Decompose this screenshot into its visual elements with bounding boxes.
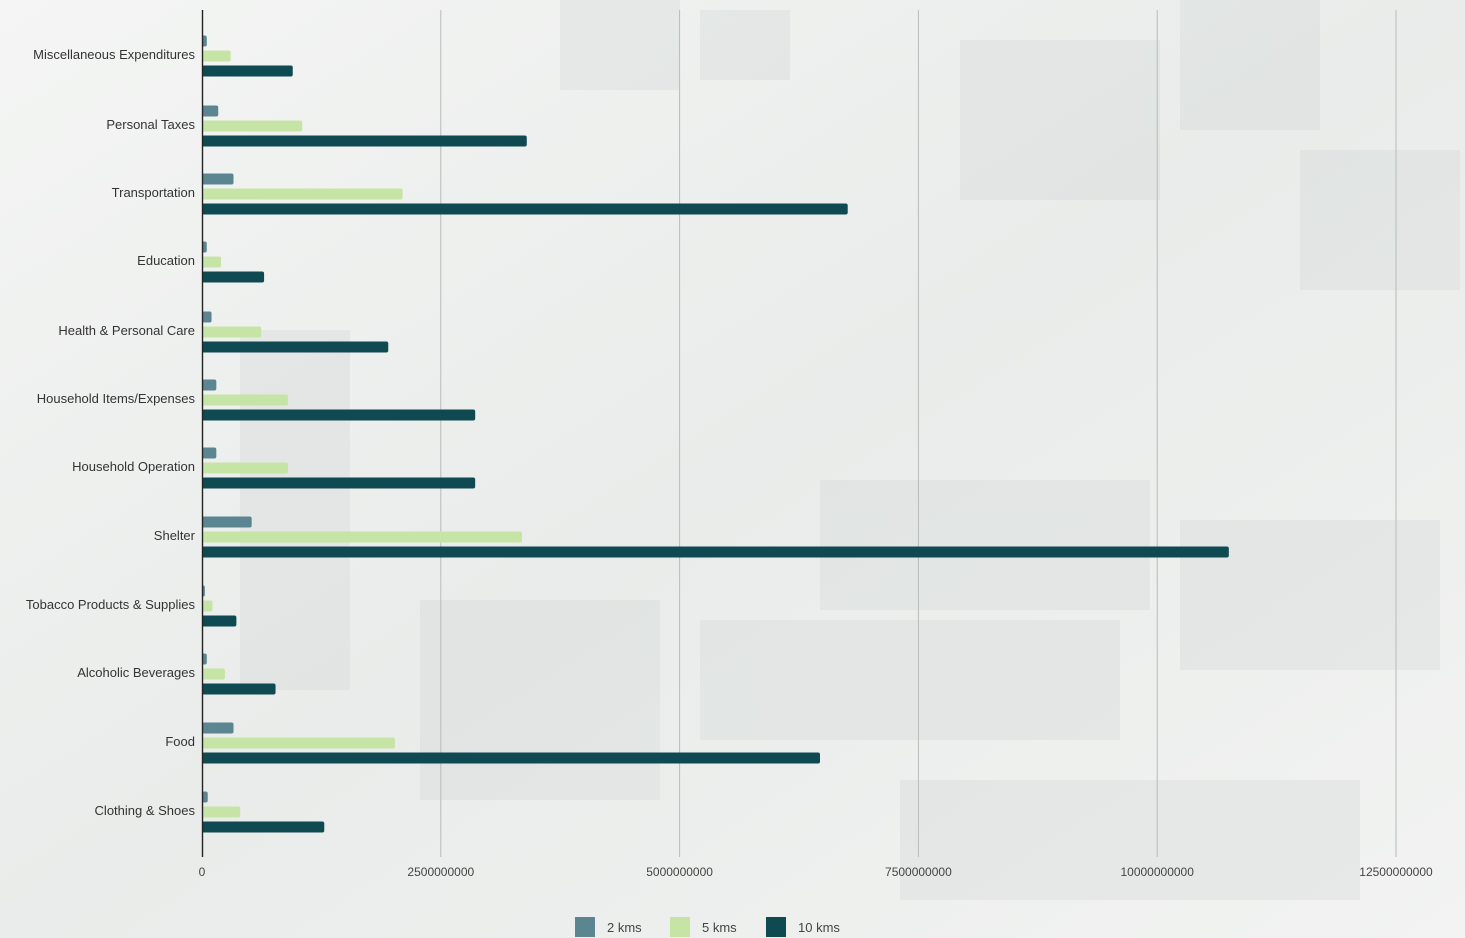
x-tick-label: 2500000000 (407, 865, 474, 879)
legend-item: 10 kms (766, 917, 840, 937)
bar-5-kms (202, 50, 231, 62)
legend-item: 2 kms (575, 917, 642, 937)
bar-2-kms (202, 722, 234, 734)
bar-5-kms (202, 326, 262, 338)
bar-5-kms (202, 256, 222, 268)
x-tick-label: 10000000000 (1120, 865, 1194, 879)
bar-10-kms (202, 683, 276, 695)
category-label: Clothing & Shoes (95, 803, 196, 818)
bar-10-kms (202, 271, 265, 283)
legend-swatch (575, 917, 595, 937)
x-tick-labels: 0 2500000000 5000000000 7500000000 100000000… (199, 865, 1433, 879)
x-tick-label: 0 (199, 865, 206, 879)
bar-10-kms (202, 203, 848, 215)
bar-2-kms (202, 379, 217, 391)
category-label: Tobacco Products & Supplies (26, 597, 196, 612)
category-label: Miscellaneous Expenditures (33, 47, 195, 62)
x-tick-label: 12500000000 (1359, 865, 1433, 879)
bar-10-kms (202, 821, 325, 833)
bar-5-kms (202, 394, 288, 406)
bar-2-kms (202, 105, 219, 117)
bar-10-kms (202, 65, 293, 77)
category-label: Alcoholic Beverages (77, 665, 195, 680)
legend-swatch (670, 917, 690, 937)
x-tick-label: 7500000000 (885, 865, 952, 879)
legend: 2 kms 5 kms 10 kms (575, 917, 840, 937)
category-labels: Miscellaneous Expenditures Personal Taxes… (26, 47, 196, 818)
bars (202, 35, 1229, 833)
x-tick-label: 5000000000 (646, 865, 713, 879)
bar-10-kms (202, 135, 527, 147)
gridlines (440, 10, 1397, 857)
bar-10-kms (202, 546, 1229, 558)
bar-2-kms (202, 311, 212, 323)
bar-5-kms (202, 737, 395, 749)
legend-label: 5 kms (702, 920, 737, 935)
legend-label: 2 kms (607, 920, 642, 935)
category-label: Health & Personal Care (58, 323, 195, 338)
bar-5-kms (202, 188, 403, 200)
category-label: Household Operation (72, 459, 195, 474)
bar-10-kms (202, 409, 476, 421)
category-label: Personal Taxes (106, 117, 195, 132)
bar-10-kms (202, 477, 476, 489)
bar-10-kms (202, 341, 389, 353)
category-label: Household Items/Expenses (37, 391, 196, 406)
bar-2-kms (202, 173, 234, 185)
legend-item: 5 kms (670, 917, 737, 937)
bar-5-kms (202, 668, 225, 680)
bar-5-kms (202, 120, 303, 132)
category-label: Shelter (154, 528, 196, 543)
category-label: Food (165, 734, 195, 749)
bar-10-kms (202, 752, 821, 764)
legend-swatch (766, 917, 786, 937)
bar-10-kms (202, 615, 237, 627)
legend-label: 10 kms (798, 920, 840, 935)
bar-5-kms (202, 600, 213, 612)
bar-5-kms (202, 806, 241, 818)
bar-2-kms (202, 516, 252, 528)
bar-5-kms (202, 462, 288, 474)
bar-2-kms (202, 447, 217, 459)
bar-2-kms (202, 791, 208, 803)
category-label: Education (137, 253, 195, 268)
bar-5-kms (202, 531, 522, 543)
category-label: Transportation (112, 185, 195, 200)
